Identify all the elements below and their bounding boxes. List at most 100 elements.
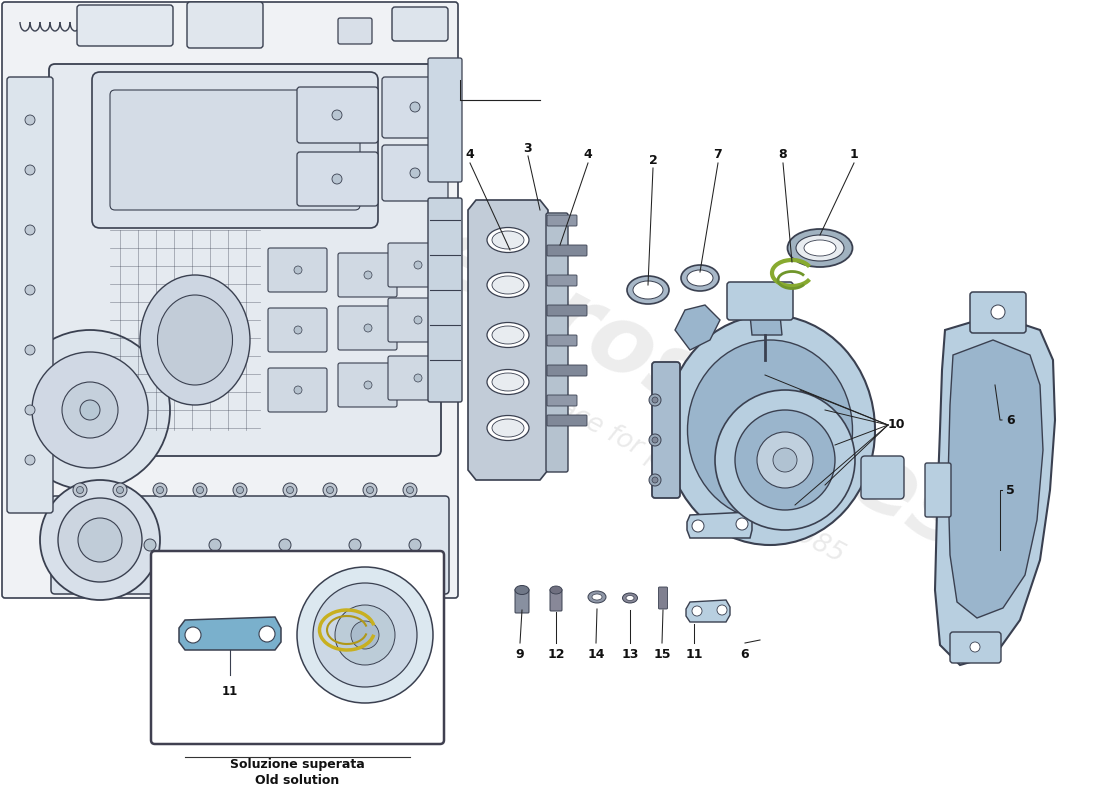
Text: 10: 10	[888, 418, 905, 431]
Circle shape	[327, 486, 333, 494]
Ellipse shape	[492, 326, 524, 344]
Text: 3: 3	[524, 142, 532, 154]
Circle shape	[314, 583, 417, 687]
FancyBboxPatch shape	[388, 356, 447, 400]
Circle shape	[652, 477, 658, 483]
FancyBboxPatch shape	[547, 365, 587, 376]
FancyBboxPatch shape	[547, 275, 578, 286]
Text: 6: 6	[740, 648, 749, 661]
Ellipse shape	[157, 295, 232, 385]
Ellipse shape	[627, 276, 669, 304]
Polygon shape	[935, 315, 1055, 665]
Circle shape	[73, 483, 87, 497]
FancyBboxPatch shape	[382, 77, 448, 138]
FancyBboxPatch shape	[547, 215, 578, 226]
Circle shape	[652, 437, 658, 443]
Circle shape	[279, 539, 292, 551]
Circle shape	[25, 345, 35, 355]
Text: 1: 1	[849, 149, 858, 162]
Circle shape	[414, 261, 422, 269]
FancyBboxPatch shape	[7, 77, 53, 513]
Circle shape	[414, 316, 422, 324]
Ellipse shape	[788, 229, 853, 267]
FancyBboxPatch shape	[338, 253, 397, 297]
Circle shape	[25, 455, 35, 465]
Ellipse shape	[487, 273, 529, 298]
Circle shape	[757, 432, 813, 488]
Circle shape	[78, 518, 122, 562]
Ellipse shape	[515, 586, 529, 594]
Ellipse shape	[626, 595, 634, 601]
FancyBboxPatch shape	[547, 415, 587, 426]
Circle shape	[991, 305, 1005, 319]
Polygon shape	[688, 512, 752, 538]
Text: a place for parts since 1985: a place for parts since 1985	[512, 372, 849, 568]
Ellipse shape	[487, 322, 529, 347]
Circle shape	[117, 486, 123, 494]
Text: 4: 4	[584, 149, 593, 162]
Circle shape	[25, 405, 35, 415]
Circle shape	[735, 410, 835, 510]
Ellipse shape	[623, 593, 638, 603]
Circle shape	[258, 626, 275, 642]
Text: Soluzione superata: Soluzione superata	[230, 758, 364, 771]
Circle shape	[144, 539, 156, 551]
Circle shape	[649, 434, 661, 446]
FancyBboxPatch shape	[550, 589, 562, 611]
Circle shape	[649, 394, 661, 406]
Circle shape	[409, 539, 421, 551]
Circle shape	[40, 480, 159, 600]
FancyBboxPatch shape	[110, 90, 360, 210]
Circle shape	[84, 539, 96, 551]
FancyBboxPatch shape	[187, 2, 263, 48]
FancyBboxPatch shape	[727, 282, 793, 320]
Circle shape	[153, 483, 167, 497]
Circle shape	[652, 397, 658, 403]
FancyBboxPatch shape	[297, 152, 378, 206]
FancyBboxPatch shape	[2, 2, 458, 598]
Circle shape	[717, 605, 727, 615]
Circle shape	[773, 448, 798, 472]
FancyBboxPatch shape	[382, 145, 448, 201]
FancyBboxPatch shape	[388, 298, 447, 342]
Circle shape	[410, 102, 420, 112]
Circle shape	[185, 627, 201, 643]
FancyBboxPatch shape	[338, 363, 397, 407]
FancyBboxPatch shape	[297, 87, 378, 143]
Polygon shape	[468, 200, 548, 480]
Ellipse shape	[688, 340, 852, 520]
Polygon shape	[179, 617, 280, 650]
Circle shape	[414, 374, 422, 382]
Circle shape	[403, 483, 417, 497]
Circle shape	[715, 390, 855, 530]
Circle shape	[649, 474, 661, 486]
Ellipse shape	[492, 276, 524, 294]
FancyBboxPatch shape	[338, 306, 397, 350]
Ellipse shape	[550, 586, 562, 594]
Circle shape	[236, 486, 243, 494]
Ellipse shape	[592, 594, 602, 600]
FancyBboxPatch shape	[92, 72, 378, 228]
FancyBboxPatch shape	[50, 64, 441, 456]
Circle shape	[366, 486, 374, 494]
Circle shape	[294, 326, 302, 334]
FancyBboxPatch shape	[51, 496, 449, 594]
Circle shape	[736, 518, 748, 530]
Circle shape	[283, 483, 297, 497]
Circle shape	[58, 498, 142, 582]
Ellipse shape	[588, 591, 606, 603]
Text: 11: 11	[685, 648, 703, 661]
Circle shape	[192, 483, 207, 497]
Ellipse shape	[492, 373, 524, 391]
FancyBboxPatch shape	[547, 395, 578, 406]
Text: 13: 13	[621, 648, 639, 661]
Circle shape	[197, 486, 204, 494]
FancyBboxPatch shape	[652, 362, 680, 498]
FancyBboxPatch shape	[515, 589, 529, 613]
FancyBboxPatch shape	[546, 213, 568, 472]
Text: 8: 8	[779, 149, 788, 162]
Circle shape	[80, 400, 100, 420]
Circle shape	[294, 386, 302, 394]
Circle shape	[332, 110, 342, 120]
Polygon shape	[686, 600, 730, 622]
